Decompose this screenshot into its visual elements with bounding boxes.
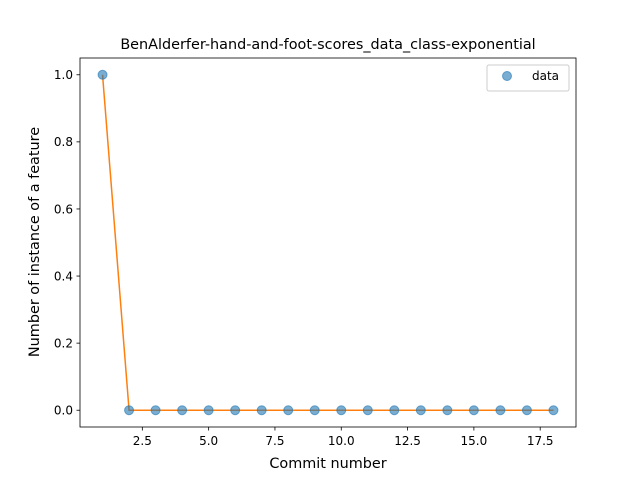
x-tick-label: 17.5 bbox=[527, 434, 554, 448]
data-point bbox=[495, 405, 506, 416]
data-point bbox=[362, 405, 373, 416]
data-point bbox=[336, 405, 347, 416]
data-point bbox=[230, 405, 241, 416]
data-point bbox=[548, 405, 559, 416]
x-axis: 2.5 5.0 7.5 10.0 12.5 15.0 17.5 bbox=[133, 427, 554, 448]
data-point bbox=[283, 405, 294, 416]
data-point bbox=[97, 69, 108, 80]
data-point bbox=[309, 405, 320, 416]
x-tick-label: 2.5 bbox=[133, 434, 152, 448]
data-point bbox=[203, 405, 214, 416]
x-axis-label: Commit number bbox=[269, 456, 386, 472]
data-point bbox=[177, 405, 188, 416]
x-tick-label: 5.0 bbox=[199, 434, 218, 448]
data-point bbox=[256, 405, 267, 416]
y-tick-label: 0.4 bbox=[54, 269, 73, 283]
plot-frame bbox=[79, 57, 577, 428]
y-tick-label: 1.0 bbox=[54, 68, 73, 82]
x-tick-label: 15.0 bbox=[461, 434, 488, 448]
y-axis-label: Number of instance of a feature bbox=[27, 127, 43, 357]
y-tick-label: 0.8 bbox=[54, 135, 73, 149]
data-point bbox=[150, 405, 161, 416]
plot-area bbox=[79, 57, 577, 428]
fit-line bbox=[101, 74, 554, 411]
data-point bbox=[389, 405, 400, 416]
y-tick-label: 0.2 bbox=[54, 336, 73, 350]
x-tick-label: 12.5 bbox=[394, 434, 421, 448]
legend-label-data: data bbox=[532, 69, 559, 83]
y-axis: 0.0 0.2 0.4 0.6 0.8 1.0 bbox=[54, 68, 80, 418]
fit-line-series bbox=[101, 74, 554, 411]
y-tick-label: 0.0 bbox=[54, 404, 73, 418]
data-point bbox=[124, 405, 135, 416]
y-tick-label: 0.6 bbox=[54, 202, 73, 216]
x-tick-label: 10.0 bbox=[328, 434, 355, 448]
data-point bbox=[442, 405, 453, 416]
legend-marker bbox=[502, 71, 512, 81]
legend: data bbox=[486, 64, 570, 92]
data-point bbox=[468, 405, 479, 416]
data-point bbox=[521, 405, 532, 416]
x-tick-label: 7.5 bbox=[265, 434, 284, 448]
chart-title: BenAlderfer-hand-and-foot-scores_data_cl… bbox=[120, 37, 535, 53]
data-points-series bbox=[97, 69, 559, 416]
data-point bbox=[415, 405, 426, 416]
